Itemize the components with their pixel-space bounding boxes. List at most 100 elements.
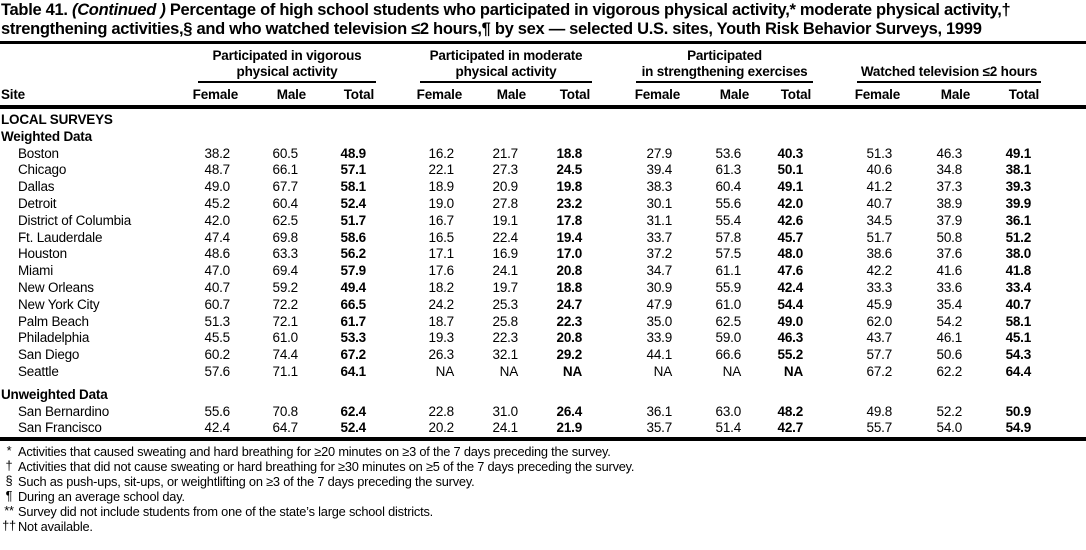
value-cell: 54.2 — [936, 313, 963, 329]
value-cell: 30.1 — [646, 195, 673, 211]
value-cell: 50.6 — [936, 347, 963, 363]
value-cell: 40.7 — [866, 195, 893, 211]
value-cell: 33.4 — [1005, 279, 1032, 295]
value-cell: 18.8 — [556, 145, 583, 161]
section-label: Weighted Data — [1, 128, 92, 144]
table-row: Ft. Lauderdale 47.4 69.8 58.6 16.5 22.4 19.4 33… — [0, 230, 1086, 247]
value-cell: 22.4 — [492, 229, 519, 245]
table-row: Philadelphia 45.5 61.0 53.3 19.3 22.3 20.8 33.9… — [0, 330, 1086, 347]
value-cell: 62.5 — [272, 212, 299, 228]
value-cell: 52.2 — [936, 403, 963, 419]
section-row: LOCAL SURVEYS — [0, 107, 1086, 129]
value-cell: 66.6 — [715, 347, 742, 363]
col-header-male: Male — [682, 83, 752, 109]
value-cell: 47.0 — [204, 263, 231, 279]
site-cell: Seattle — [18, 363, 59, 379]
value-cell: 49.4 — [340, 279, 367, 295]
table-row: Detroit 45.2 60.4 52.4 19.0 27.8 23.2 30.1 55.6 4… — [0, 196, 1086, 213]
value-cell: 37.9 — [936, 212, 963, 228]
table-row: Chicago 48.7 66.1 57.1 22.1 27.3 24.5 39.4 61.3 5… — [0, 162, 1086, 179]
value-cell: 49.1 — [777, 179, 804, 195]
value-cell: 18.8 — [556, 279, 583, 295]
value-cell: 33.6 — [936, 279, 963, 295]
site-cell: Ft. Lauderdale — [18, 229, 103, 245]
value-cell: 37.2 — [646, 246, 673, 262]
site-cell: Dallas — [18, 179, 55, 195]
footnote-marker: ** — [4, 503, 14, 519]
col-header-total: Total — [528, 83, 593, 109]
section-row: Weighted Data — [0, 129, 1086, 146]
value-cell: 52.4 — [340, 420, 367, 436]
value-cell: 60.7 — [204, 296, 231, 312]
value-cell: 62.2 — [936, 363, 963, 379]
table-row: District of Columbia 42.0 62.5 51.7 16.7 19.1… — [0, 213, 1086, 230]
value-cell: 48.2 — [777, 403, 804, 419]
table-continued-label: (Continued ) — [72, 1, 166, 19]
value-cell: NA — [783, 363, 804, 379]
footnote-text: Survey did not include students from one… — [18, 504, 434, 520]
table-row: Dallas 49.0 67.7 58.1 18.9 20.9 19.8 38.3 60.4 49… — [0, 179, 1086, 196]
value-cell: 27.9 — [646, 145, 673, 161]
value-cell: 57.9 — [340, 263, 367, 279]
row-spacer — [1041, 364, 1086, 381]
value-cell: 17.1 — [428, 246, 455, 262]
value-cell: 34.8 — [936, 162, 963, 178]
value-cell: 52.4 — [340, 195, 367, 211]
value-cell: 63.0 — [715, 403, 742, 419]
value-cell: 45.7 — [777, 229, 804, 245]
value-cell: 55.7 — [866, 420, 893, 436]
value-cell: 55.6 — [715, 195, 742, 211]
value-cell: 54.9 — [1005, 420, 1032, 436]
value-cell: 53.3 — [340, 330, 367, 346]
table-number: Table 41. — [1, 1, 68, 19]
value-cell: 51.2 — [1005, 229, 1032, 245]
value-cell: 18.9 — [428, 179, 455, 195]
row-spacer — [1041, 404, 1086, 421]
col-header-female: Female — [190, 83, 240, 109]
value-cell: 45.5 — [204, 330, 231, 346]
section-label: LOCAL SURVEYS — [1, 112, 113, 127]
value-cell: 66.1 — [272, 162, 299, 178]
row-spacer — [1041, 162, 1086, 179]
row-spacer — [1041, 146, 1086, 163]
value-cell: 36.1 — [1005, 212, 1032, 228]
footnote-text: Activities that did not cause sweating o… — [18, 459, 635, 475]
value-cell: 40.3 — [777, 145, 804, 161]
group-header-vigorous: Participated in vigorous physical activi… — [190, 45, 376, 83]
value-cell: 42.7 — [777, 420, 804, 436]
value-cell: 45.9 — [866, 296, 893, 312]
value-cell: NA — [435, 363, 455, 379]
value-cell: 30.9 — [646, 279, 673, 295]
value-cell: 24.5 — [556, 162, 583, 178]
value-cell: 61.7 — [340, 313, 367, 329]
value-cell: 44.1 — [646, 347, 673, 363]
value-cell: NA — [562, 363, 583, 379]
value-cell: 51.3 — [866, 145, 893, 161]
value-cell: 47.4 — [204, 229, 231, 245]
value-cell: 18.2 — [428, 279, 455, 295]
value-cell: 57.1 — [340, 162, 367, 178]
value-cell: 16.7 — [428, 212, 455, 228]
value-cell: 41.2 — [866, 179, 893, 195]
value-cell: 69.4 — [272, 263, 299, 279]
footnote-text: During an average school day. — [18, 489, 185, 505]
value-cell: 27.8 — [492, 195, 519, 211]
value-cell: 17.0 — [556, 246, 583, 262]
section-label: Unweighted Data — [1, 386, 108, 402]
site-cell: Philadelphia — [18, 330, 90, 346]
footnote: ¶ During an average school day. — [0, 488, 1086, 505]
site-cell: Palm Beach — [18, 313, 89, 329]
site-cell: Miami — [18, 263, 53, 279]
site-cell: San Bernardino — [18, 403, 110, 419]
table-title-text: Percentage of high school students who p… — [1, 1, 1011, 38]
site-column-header: Site — [0, 45, 190, 109]
value-cell: 67.7 — [272, 179, 299, 195]
value-cell: 64.7 — [272, 420, 299, 436]
row-spacer — [1041, 230, 1086, 247]
value-cell: 31.1 — [646, 212, 673, 228]
footnote: † Activities that did not cause sweating … — [0, 458, 1086, 475]
footnote: ** Survey did not include students from o… — [0, 503, 1086, 520]
value-cell: 48.9 — [340, 145, 367, 161]
title-divider — [0, 41, 1086, 44]
value-cell: 45.1 — [1005, 330, 1032, 346]
